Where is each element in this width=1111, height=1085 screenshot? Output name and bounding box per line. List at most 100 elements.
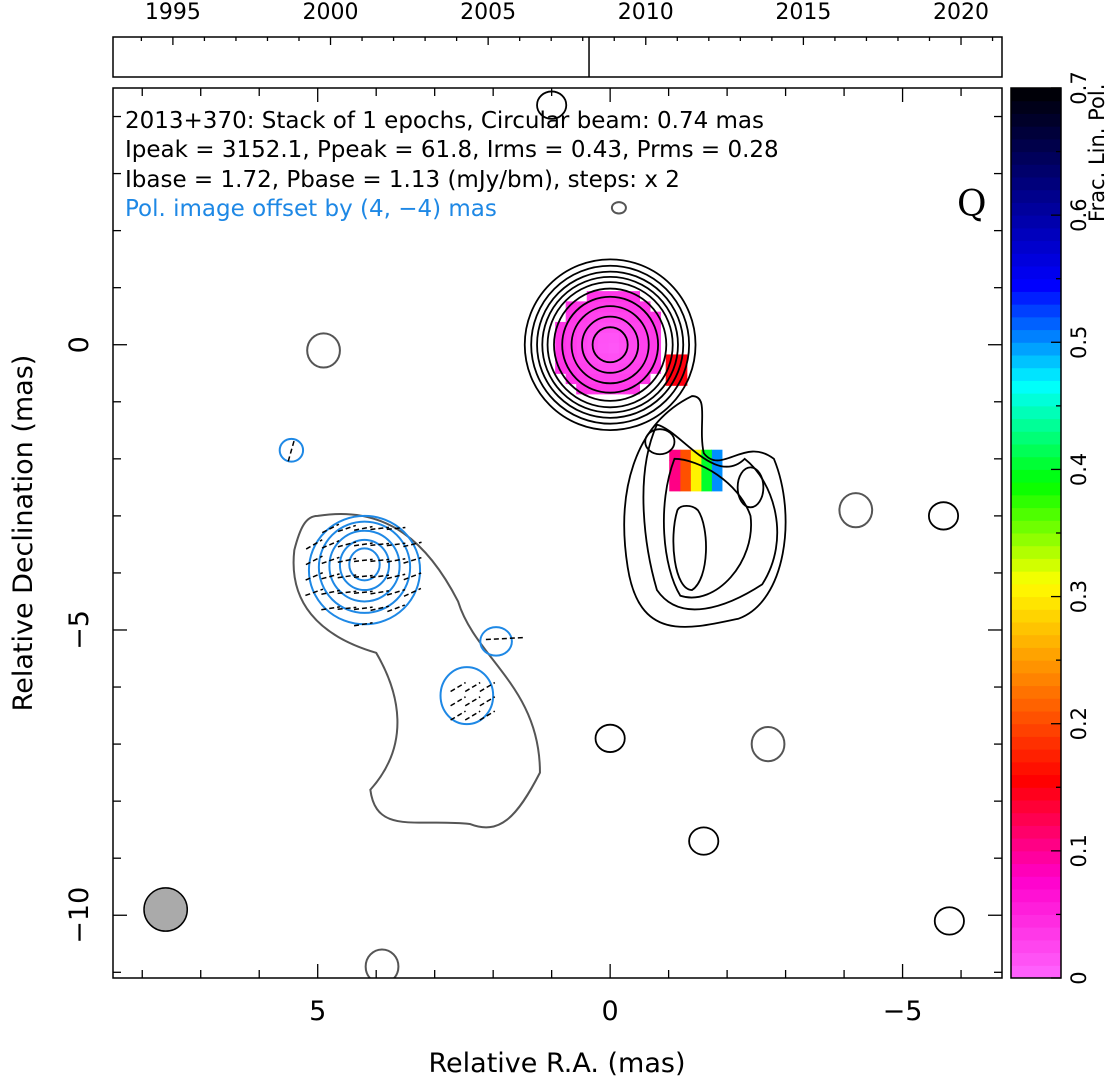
evpa-stick [464,681,481,693]
evpa-stick [370,526,390,531]
fracpol-pixel [555,362,567,374]
evpa-stick [353,606,373,611]
x-axis-title: Relative R.A. (mas) [429,1048,686,1079]
evpa-stick [337,557,357,563]
core-contour [541,275,679,414]
fracpol-pixel [597,352,609,364]
colorbar-band [1011,596,1061,610]
evpa-stick [370,605,389,612]
y-tick-label: −5 [64,610,95,650]
colorbar-band [1011,838,1061,852]
colorbar-band [1011,380,1061,394]
timeline-tick-label: 2010 [618,0,674,25]
colorbar-band [1011,278,1061,292]
fracpol-pixel [565,362,577,374]
polarization-outer-contour [292,513,541,829]
fracpol-pixel [628,383,640,395]
evpa-stick [353,590,373,595]
fracpol-pixel [700,470,712,482]
colorbar-band [1011,177,1061,191]
evpa-stick [403,556,422,564]
fracpol-pixel [618,311,630,323]
colorbar-tick-label: 0.4 [1067,453,1091,486]
fracpol-pixel [679,480,691,492]
fracpol-pixel [618,332,630,344]
beam-circle [143,887,189,932]
colorbar-band [1011,100,1061,114]
fracpol-pixel [607,352,619,364]
timeline-tick-label: 2005 [460,0,516,25]
core-contour [523,258,697,432]
colorbar-band [1011,583,1061,598]
total-intensity-contours [306,90,965,978]
x-tick-label: 5 [309,996,326,1027]
fracpol-pixel [576,373,588,385]
polarization-contour [328,529,401,603]
y-axis-title: Relative Declination (mas) [8,355,39,712]
colorbar-tick-label: 0.5 [1067,326,1091,359]
colorbar-band [1011,342,1061,356]
fracpol-pixel [597,383,609,395]
fracpol-pixel [676,364,688,376]
colorbar-band [1011,431,1061,445]
colorbar-band [1011,901,1061,915]
colorbar-band [1011,711,1061,725]
colorbar-band [1011,304,1061,318]
fracpol-pixel [597,373,609,385]
timeline-tick-label: 2000 [303,0,359,25]
fracpol-pixel [618,321,630,333]
fracpol-pixel [676,374,688,386]
evpa-stick [386,542,406,547]
colorbar-band [1011,266,1061,280]
noise-contour [594,723,626,753]
colorbar-tick-label: 0.3 [1067,580,1091,613]
fracpol-pixel [690,470,702,482]
colorbar-band [1011,622,1061,636]
evpa-sticks [287,439,524,721]
fracpol-pixel [607,332,619,344]
fracpol-pixel [618,383,630,395]
core-contour [591,326,629,364]
evpa-stick [321,556,340,565]
noise-contour [933,906,965,936]
colorbar-tick-label: 0.2 [1067,707,1091,740]
evpa-stick [321,540,340,549]
colorbar-band [1011,138,1061,153]
fracpol-pixel [586,352,598,364]
colorbar-band [1011,253,1061,267]
colorbar-band [1011,850,1061,865]
noise-contour [610,201,627,215]
polarization-contour [278,437,305,463]
header-line-2: Ipeak = 3152.1, Ppeak = 61.8, Irms = 0.4… [125,137,779,163]
noise-contour [306,332,341,369]
evpa-stick [464,710,481,721]
fracpol-pixel [555,321,567,333]
core-contour [546,281,674,409]
colorbar-band [1011,88,1061,102]
fracpol-pixel [555,332,567,344]
fracpol-pixel [711,470,723,482]
header-line-1: 2013+370: Stack of 1 epochs, Circular be… [125,108,764,134]
fracpol-pixel [586,301,598,313]
colorbar-tick-label: 0 [1067,971,1091,984]
colorbar-band [1011,609,1061,623]
fracpol-pixel [628,332,640,344]
colorbar-band [1011,749,1061,763]
colorbar-band [1011,189,1061,203]
colorbar-band [1011,876,1061,890]
evpa-stick [337,574,357,579]
colorbar-band [1011,774,1061,788]
fracpol-pixel [555,342,567,354]
colorbar-band [1011,825,1061,839]
colorbar-band [1011,405,1061,420]
fracpol-pixel [639,352,651,364]
evpa-stick [353,622,373,627]
colorbar-band [1011,672,1061,687]
fracpol-pixel [576,311,588,323]
colorbar-band [1011,482,1061,496]
evpa-stick [479,696,496,707]
fracpol-pixel [565,321,577,333]
colorbar-title: Frac. Lin. Pol. [1085,84,1109,222]
fracpol-pixel [711,480,723,492]
